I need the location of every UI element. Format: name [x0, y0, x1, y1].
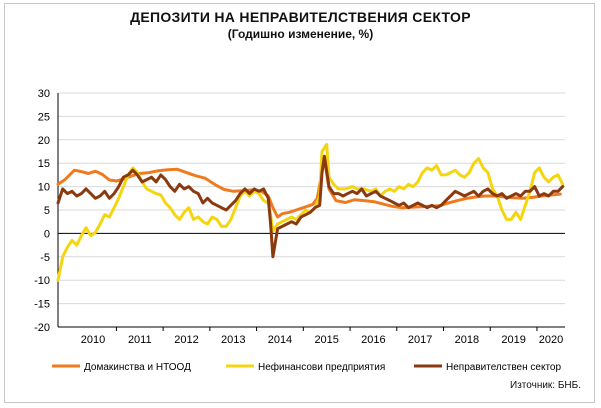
x-tick-label: 2015 — [314, 334, 338, 346]
x-tick-label: 2011 — [128, 334, 152, 346]
y-tick-label: 30 — [38, 88, 50, 100]
y-tick-label: 20 — [38, 135, 50, 147]
y-tick-label: 25 — [38, 111, 50, 123]
y-tick-label: -10 — [34, 275, 50, 287]
y-tick-label: -20 — [34, 322, 50, 334]
x-tick-label: 2016 — [361, 334, 385, 346]
x-tick-label: 2018 — [455, 334, 479, 346]
non-government-line — [56, 154, 565, 259]
chart-frame — [4, 3, 595, 403]
x-tick-label: 2019 — [501, 334, 525, 346]
legend-non-government-label: Неправителствен сектор — [446, 362, 561, 373]
chart-subtitle: (Годишно изменение, %) — [227, 27, 374, 41]
y-tick-label: 5 — [44, 205, 50, 217]
y-tick-label: 0 — [44, 228, 50, 240]
y-tick-label: -5 — [40, 252, 50, 264]
x-tick-label: 2014 — [268, 334, 292, 346]
x-tick-label: 2020 — [539, 334, 563, 346]
y-tick-label: 10 — [38, 182, 50, 194]
x-tick-label: 2017 — [408, 334, 432, 346]
legend-non-financial-label: Нефинансови предприятия — [258, 361, 385, 373]
y-tick-label: 15 — [38, 158, 50, 170]
y-tick-label: -15 — [34, 299, 50, 311]
source-note: Източник: БНБ. — [510, 380, 581, 391]
legend-households-label: Домакинства и НТООД — [84, 362, 191, 373]
x-tick-label: 2010 — [81, 334, 105, 346]
households-line — [56, 157, 562, 219]
chart-title: ДЕПОЗИТИ НА НЕПРАВИТЕЛСТВЕНИЯ СЕКТОР — [130, 9, 471, 25]
x-tick-label: 2013 — [221, 334, 245, 346]
x-tick-label: 2012 — [174, 334, 198, 346]
